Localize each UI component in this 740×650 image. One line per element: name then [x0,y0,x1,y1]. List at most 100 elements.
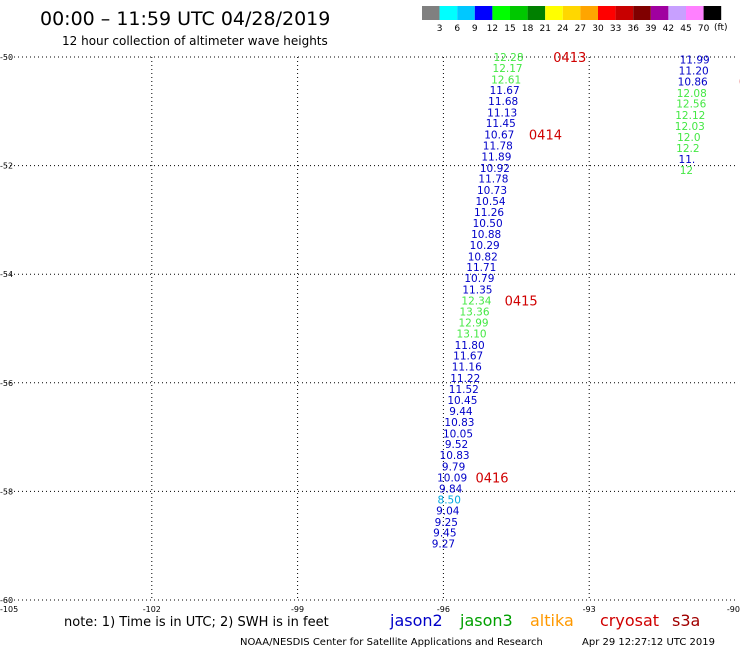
wave-height-value: 11.67 [490,85,520,97]
scale-label-18: 18 [522,24,534,34]
wave-height-value: 8.50 [438,495,461,507]
wave-height-value: 10.92 [480,163,510,175]
scale-swatch-1 [439,6,458,20]
wave-height-value: 12 [680,165,693,177]
y-tick-label: -50 [0,53,13,62]
scale-label-6: 6 [454,24,460,34]
chart-subtitle: 12 hour collection of altimeter wave hei… [62,34,328,48]
wave-height-value: 11.80 [455,340,485,352]
wave-height-value: 11.16 [452,362,482,374]
scale-swatch-15 [686,6,704,20]
wave-height-value: 10.88 [471,229,501,241]
wave-height-value: 9.45 [433,528,456,540]
grid-lines [6,56,735,601]
scale-swatch-12 [633,6,651,20]
wave-height-value: 10.05 [443,428,473,440]
wave-height-value: 10.86 [678,76,708,88]
wave-height-value: 10.67 [484,130,514,142]
scale-label-33: 33 [610,24,621,34]
wave-height-value: 11.99 [680,55,710,67]
satellite-legend-jason2: jason2 [389,611,443,630]
scale-label-15: 15 [504,24,515,34]
wave-height-value: 11. [679,154,696,166]
scale-swatch-10 [598,6,616,20]
wave-height-value: 12.08 [677,88,707,100]
wave-height-value: 9.79 [442,461,465,473]
wave-height-value: 12.03 [675,121,705,133]
scale-label-36: 36 [627,24,639,34]
time-label: 0414 [529,129,562,144]
scale-label-27: 27 [575,24,586,34]
scale-label-45: 45 [680,24,691,34]
scale-swatch-16 [703,6,722,20]
wave-height-value: 10.83 [440,450,470,462]
wave-height-value: 12.0 [677,132,700,144]
satellite-legend-jason3: jason3 [459,611,513,630]
plot-area: -105 -102 -99 -96 -93 -90 -50-52-54-56-58-60 … [0,51,740,614]
scale-label-24: 24 [557,24,569,34]
wave-height-value: 11.78 [478,174,508,186]
wave-height-value: 11.78 [483,141,513,153]
wave-height-value: 11.22 [450,373,480,385]
wave-height-value: 9.44 [449,406,473,418]
x-tick-label: -93 [583,605,596,614]
wave-height-value: 9.84 [439,484,463,496]
wave-height-value: 10.79 [464,273,494,285]
time-labels: 041304140415041604404 [475,51,740,486]
scale-swatch-13 [650,6,669,20]
wave-height-value: 12.2 [676,143,699,155]
wave-height-value: 11.71 [466,262,496,274]
scale-label-12: 12 [487,24,498,34]
scale-swatch-14 [668,6,686,20]
time-label: 0413 [553,51,586,66]
scale-label-70: 70 [698,24,710,34]
scale-swatch-11 [615,6,634,20]
wave-height-value: 11.35 [462,284,492,296]
scale-swatch-7 [545,6,563,20]
y-tick-label: -54 [0,270,13,279]
wave-height-value: 12.28 [493,52,523,64]
x-tick-label: -105 [0,605,18,614]
scale-label-39: 39 [645,24,657,34]
wave-height-value: 13.10 [457,328,487,340]
wave-height-value: 12.61 [491,74,521,86]
time-label: 04 [739,75,740,90]
wave-height-value: 9.52 [445,439,468,451]
footer-timestamp: Apr 29 12:27:12 UTC 2019 [582,637,715,648]
scale-swatch-5 [510,6,528,20]
wave-height-value: 10.50 [473,218,503,230]
wave-height-value: 10.82 [468,251,498,263]
wave-height-color-scale: 3 6 9 12 15 18 21 24 27 30 33 36 39 42 45 70 [422,6,722,34]
wave-height-value: 11.13 [487,107,517,119]
wave-height-value: 10.29 [470,240,500,252]
wave-height-value: 9.25 [435,517,458,529]
scale-unit-label: (ft) [714,23,728,33]
wave-height-value: 10.09 [437,472,467,484]
scale-swatch-3 [474,6,493,20]
y-tick-label: -52 [0,162,13,171]
wave-height-value: 13.36 [459,307,489,319]
wave-height-value: 9.04 [436,505,460,517]
chart-title: 00:00 – 11:59 UTC 04/28/2019 [40,8,330,30]
wave-height-value: 10.45 [447,395,477,407]
footer-note: note: 1) Time is in UTC; 2) SWH is in fe… [64,615,329,630]
time-label: 0416 [475,471,508,486]
scale-label-42: 42 [663,24,674,34]
wave-height-value: 12.34 [461,295,491,307]
wave-height-value: 9.27 [432,539,455,551]
wave-height-value: 12.12 [675,110,705,122]
wave-height-value: 10.73 [477,185,507,197]
wave-height-value: 10.54 [476,196,506,208]
wave-height-value: 11.68 [488,96,518,108]
x-tick-label: -99 [291,605,304,614]
wave-height-value: 11.52 [449,384,479,396]
scale-label-21: 21 [539,24,550,34]
x-tick-label: -96 [437,605,450,614]
x-tick-label: -90 [727,605,740,614]
scale-label-3: 3 [437,24,443,34]
satellite-legend-s3a: s3a [672,611,700,630]
wave-height-value: 11.26 [474,207,504,219]
wave-height-points: 12.2812.1712.6111.6711.6811.1311.4510.67… [432,52,710,551]
wave-height-value: 12.17 [493,63,523,75]
